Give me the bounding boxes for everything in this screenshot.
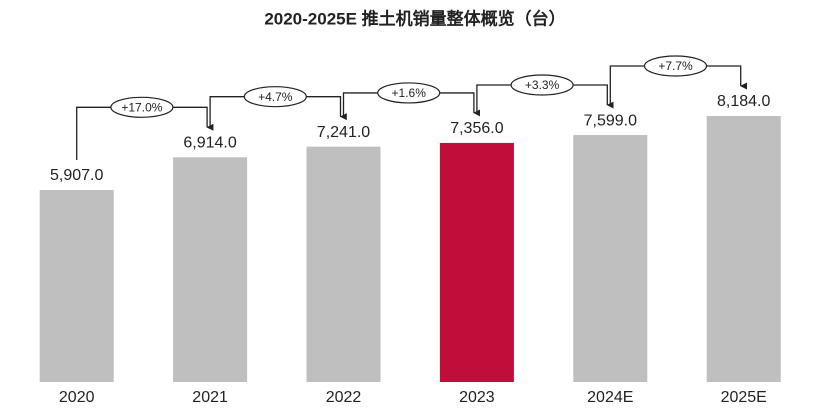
- value-label: 5,907.0: [50, 167, 103, 184]
- growth-bubble: [110, 96, 174, 118]
- bar: [173, 157, 248, 382]
- growth-label: +3.3%: [525, 78, 560, 92]
- x-tick-label: 2025E: [721, 389, 767, 406]
- chart-title: 2020-2025E 推土机销量整体概览（台）: [264, 8, 565, 28]
- value-label: 8,184.0: [717, 93, 770, 110]
- growth-label: +7.7%: [658, 59, 693, 73]
- x-tick-label: 2024E: [587, 389, 633, 406]
- growth-bubble: [243, 86, 307, 108]
- bar: [706, 116, 781, 383]
- growth-label: +1.6%: [392, 86, 427, 100]
- x-tick-label: 2022: [326, 389, 362, 406]
- growth-label: +4.7%: [258, 90, 293, 104]
- bar: [39, 190, 114, 382]
- x-tick-label: 2020: [59, 389, 95, 406]
- growth-bubble: [377, 82, 441, 104]
- x-tick-label: 2023: [459, 389, 495, 406]
- value-label: 7,599.0: [584, 112, 637, 129]
- growth-label: +17.0%: [121, 100, 162, 114]
- value-label: 7,241.0: [317, 124, 370, 141]
- value-label: 7,356.0: [450, 120, 503, 137]
- bar: [306, 146, 381, 382]
- value-label: 6,914.0: [183, 135, 236, 152]
- bar: [439, 142, 514, 382]
- growth-bubble: [510, 74, 574, 96]
- bar: [573, 135, 648, 382]
- x-tick-label: 2021: [192, 389, 228, 406]
- growth-bubble: [643, 55, 708, 77]
